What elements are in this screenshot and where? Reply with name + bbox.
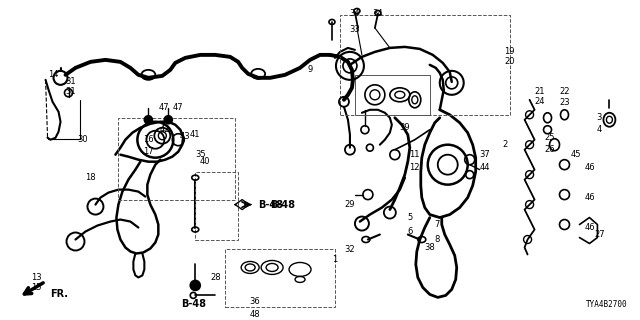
Text: 26: 26 xyxy=(544,145,555,154)
Text: 35: 35 xyxy=(195,150,205,159)
Text: 33: 33 xyxy=(349,25,360,35)
Text: 1: 1 xyxy=(332,255,337,264)
Text: 13: 13 xyxy=(31,273,42,282)
Circle shape xyxy=(164,116,172,124)
Text: 5: 5 xyxy=(407,213,412,222)
Text: 17: 17 xyxy=(143,147,154,156)
Text: 28: 28 xyxy=(210,273,221,282)
Text: 45: 45 xyxy=(570,150,580,159)
Text: 16: 16 xyxy=(143,135,154,144)
Text: 40: 40 xyxy=(200,157,211,166)
Text: 34: 34 xyxy=(349,10,360,19)
Text: 14: 14 xyxy=(48,70,59,79)
Text: 15: 15 xyxy=(31,283,42,292)
Text: B-48: B-48 xyxy=(270,200,295,210)
Text: TYA4B2700: TYA4B2700 xyxy=(586,300,627,309)
Bar xyxy=(118,118,235,200)
Text: B-48: B-48 xyxy=(258,200,283,210)
Text: 23: 23 xyxy=(559,98,570,107)
Text: 34: 34 xyxy=(372,10,383,19)
Text: 44: 44 xyxy=(479,163,490,172)
Text: 7: 7 xyxy=(434,220,440,229)
Text: 48: 48 xyxy=(250,310,260,319)
Text: 46: 46 xyxy=(584,223,595,232)
Text: 43: 43 xyxy=(180,132,191,141)
Text: 21: 21 xyxy=(534,87,545,96)
Circle shape xyxy=(145,116,152,124)
Text: 25: 25 xyxy=(544,133,555,142)
Text: FR.: FR. xyxy=(51,289,68,300)
Circle shape xyxy=(190,280,200,291)
Text: 18: 18 xyxy=(85,173,96,182)
Text: 29: 29 xyxy=(345,200,355,209)
Text: 9: 9 xyxy=(307,65,313,74)
Text: 24: 24 xyxy=(534,97,545,106)
Text: 38: 38 xyxy=(424,243,435,252)
Text: 8: 8 xyxy=(434,235,440,244)
Text: 39: 39 xyxy=(399,123,410,132)
Bar xyxy=(195,172,238,239)
Text: 30: 30 xyxy=(77,135,88,144)
Text: 46: 46 xyxy=(584,193,595,202)
Text: 36: 36 xyxy=(250,297,260,306)
Text: 37: 37 xyxy=(479,150,490,159)
Text: 47: 47 xyxy=(173,103,184,112)
Text: 22: 22 xyxy=(559,87,570,96)
Text: 41: 41 xyxy=(190,130,200,139)
Text: 27: 27 xyxy=(594,230,605,239)
Text: 20: 20 xyxy=(504,57,515,66)
Text: 3: 3 xyxy=(596,113,602,122)
Text: 31: 31 xyxy=(65,87,76,96)
Text: 42: 42 xyxy=(160,125,171,134)
Text: 47: 47 xyxy=(159,103,170,112)
Bar xyxy=(355,75,430,115)
Text: B-48: B-48 xyxy=(180,300,205,309)
Text: 19: 19 xyxy=(504,47,515,56)
Text: 32: 32 xyxy=(344,245,355,254)
Text: 4: 4 xyxy=(597,125,602,134)
Text: 11: 11 xyxy=(410,150,420,159)
Text: 6: 6 xyxy=(407,227,413,236)
Text: 46: 46 xyxy=(584,163,595,172)
Bar xyxy=(340,15,509,115)
Text: 31: 31 xyxy=(65,77,76,86)
Bar xyxy=(225,250,335,308)
Text: 2: 2 xyxy=(502,140,508,149)
Text: 12: 12 xyxy=(410,163,420,172)
